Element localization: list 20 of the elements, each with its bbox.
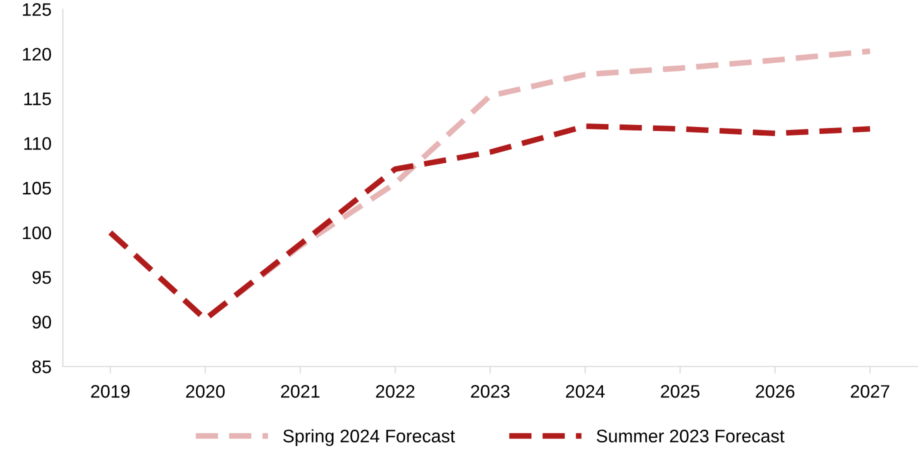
x-tick-label: 2020 bbox=[186, 385, 225, 398]
x-tick-label: 2027 bbox=[850, 385, 890, 398]
x-tick-label: 2022 bbox=[376, 385, 414, 398]
y-tick-label: 90 bbox=[32, 316, 52, 329]
x-tick-label: 2026 bbox=[756, 385, 794, 398]
legend-label: Spring 2024 Forecast bbox=[283, 429, 455, 446]
legend-label: Summer 2023 Forecast bbox=[596, 430, 784, 442]
x-tick-label: 2024 bbox=[566, 385, 605, 398]
y-tick-label: 120 bbox=[22, 48, 52, 61]
y-tick-label: 95 bbox=[32, 271, 51, 284]
x-tick-label: 2023 bbox=[471, 385, 510, 398]
x-tick-label: 2019 bbox=[91, 385, 130, 398]
y-tick-label: 85 bbox=[32, 360, 51, 374]
x-tick-label: 2025 bbox=[660, 385, 700, 398]
x-tick-label: 2021 bbox=[281, 385, 320, 398]
y-tick-label: 105 bbox=[22, 182, 51, 195]
y-tick-label: 100 bbox=[22, 226, 52, 240]
y-tick-label: 125 bbox=[22, 3, 51, 16]
y-tick-label: 110 bbox=[24, 137, 52, 150]
y-tick-label: 115 bbox=[24, 92, 51, 106]
